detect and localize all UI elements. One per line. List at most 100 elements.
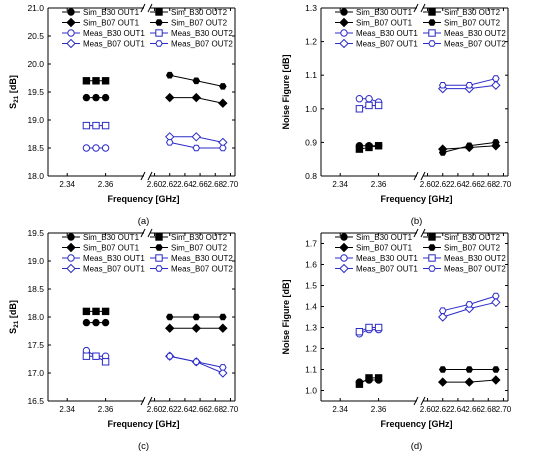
data-point (82, 352, 91, 360)
data-point (191, 323, 202, 333)
data-point (218, 323, 228, 333)
data-point (101, 307, 110, 316)
data-point (491, 80, 501, 90)
panel-label: (c) (138, 441, 149, 452)
y-tick-label: 1.2 (305, 37, 317, 47)
data-point (165, 139, 174, 146)
data-point (355, 105, 364, 113)
legend-label: Sim_B07 OUT2 (171, 19, 228, 28)
data-point (82, 121, 91, 130)
legend-label: Meas_B30 OUT2 (444, 254, 506, 263)
x-tick-label: 2.68 (207, 180, 223, 189)
legend-label: Meas_B30 OUT2 (171, 29, 233, 38)
x-tick-label: 2.62 (435, 180, 451, 189)
data-point (191, 92, 202, 103)
legend-marker-icon (428, 19, 436, 26)
legend-label: Sim_B30 OUT2 (171, 233, 228, 242)
y-tick-label: 20.5 (27, 31, 44, 41)
data-point (438, 366, 447, 373)
legend-marker-icon (340, 254, 348, 262)
data-point (92, 307, 100, 316)
x-tick-label: 2.62 (435, 405, 451, 414)
legend-label: Meas_B07 OUT1 (356, 265, 418, 274)
data-point (438, 307, 447, 314)
legend-label: Sim_B30 OUT2 (444, 8, 501, 17)
x-tick-label: 2.68 (480, 180, 496, 189)
x-tick-label: 2.66 (465, 405, 481, 414)
y-tick-label: 17.0 (27, 368, 44, 378)
y-tick-label: 19.0 (27, 115, 44, 125)
x-tick-label: 2.64 (450, 405, 466, 414)
legend-label: Sim_B07 OUT1 (356, 19, 413, 28)
legend-marker-icon (339, 17, 349, 28)
data-point (374, 142, 383, 150)
data-point (465, 301, 474, 308)
legend-label: Sim_B30 OUT1 (83, 8, 140, 17)
axis-break-mark (413, 171, 419, 181)
y-tick-label: 17.5 (27, 340, 44, 350)
y-axis-label-main: Noise Figure [dB] (281, 54, 291, 129)
data-point (438, 312, 448, 322)
x-tick-label: 2.34 (59, 405, 75, 414)
legend-marker-icon (67, 8, 75, 16)
x-tick-label: 2.64 (450, 180, 466, 189)
y-tick-label: 19.0 (27, 256, 44, 266)
data-point (101, 93, 110, 102)
legend-label: Sim_B30 OUT1 (356, 8, 413, 17)
data-point (191, 132, 202, 142)
legend-marker-icon (155, 254, 163, 262)
x-tick-label: 2.66 (465, 180, 481, 189)
legend-label: Meas_B07 OUT2 (444, 265, 506, 274)
x-tick-label: 2.64 (177, 180, 193, 189)
data-point (464, 377, 475, 387)
legend-marker-icon (428, 244, 436, 251)
legend-marker-icon (339, 242, 349, 253)
data-point (192, 313, 201, 321)
data-point (219, 313, 227, 321)
x-tick-label: 2.68 (480, 405, 496, 414)
data-point (92, 121, 100, 130)
legend-label: Meas_B07 OUT1 (356, 40, 418, 49)
axis-break-mark (413, 3, 419, 13)
y-tick-label: 0.9 (305, 137, 317, 147)
legend-marker-icon (340, 29, 348, 37)
x-tick-label: 2.36 (98, 180, 114, 189)
legend-label: Meas_B07 OUT2 (444, 40, 506, 49)
y-tick-label: 18.0 (27, 312, 44, 322)
data-point (165, 313, 174, 321)
legend-label: Meas_B30 OUT1 (83, 254, 145, 263)
legend-label: Sim_B07 OUT1 (83, 244, 140, 253)
y-tick-label: 1.3 (305, 3, 317, 13)
x-tick-label: 2.60 (420, 405, 436, 414)
data-point (355, 95, 364, 103)
data-point (92, 352, 100, 360)
data-point (101, 358, 110, 366)
data-point (492, 139, 500, 146)
legend-marker-icon (66, 17, 76, 28)
data-point (365, 374, 373, 382)
legend-marker-icon (428, 265, 436, 272)
data-point (165, 92, 175, 103)
x-tick-label: 2.60 (147, 180, 163, 189)
data-point (355, 328, 364, 336)
y-tick-label: 1.0 (305, 104, 317, 114)
legend-marker-icon (339, 263, 349, 274)
x-tick-label: 2.70 (223, 180, 239, 189)
axis-break-mark (140, 3, 146, 13)
data-point (374, 374, 383, 382)
data-point (492, 75, 500, 82)
y-axis-label-subscript: 21 (13, 320, 20, 328)
x-axis-label: Frequency [GHz] (107, 194, 179, 204)
y-axis-label: Noise Figure [dB] (281, 279, 291, 354)
data-point (491, 375, 501, 385)
legend-label: Sim_B07 OUT2 (171, 244, 228, 253)
y-tick-label: 1.1 (305, 365, 317, 375)
legend-marker-icon (155, 244, 163, 251)
axis-break-mark (420, 396, 426, 406)
y-tick-label: 21.0 (27, 3, 44, 13)
chart-panel: 1.0 1.1 1.2 1.3 1.4 1.5 1.6 1.7 2.34 2.36 2.60 2.62… (281, 228, 512, 452)
data-point (491, 297, 501, 308)
data-point (101, 144, 110, 152)
legend-marker-icon (66, 242, 76, 253)
legend-label: Meas_B30 OUT1 (356, 29, 418, 38)
